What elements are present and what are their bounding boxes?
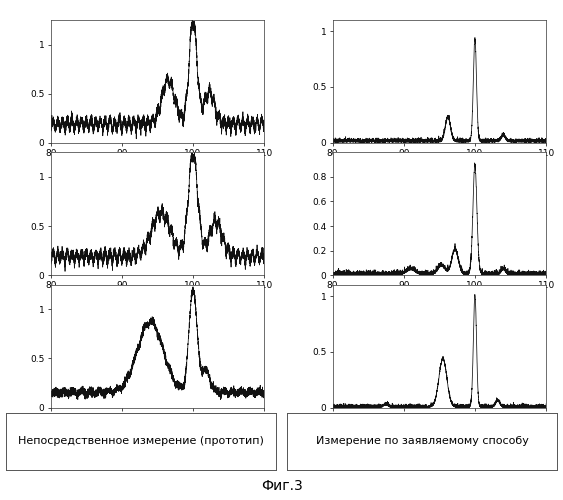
Text: Фиг.3: Фиг.3 [261, 478, 302, 492]
Text: Непосредственное измерение (прототип): Непосредственное измерение (прототип) [18, 436, 263, 446]
X-axis label: x: x [436, 424, 442, 434]
Text: Измерение по заявляемому способу: Измерение по заявляемому способу [316, 436, 529, 446]
